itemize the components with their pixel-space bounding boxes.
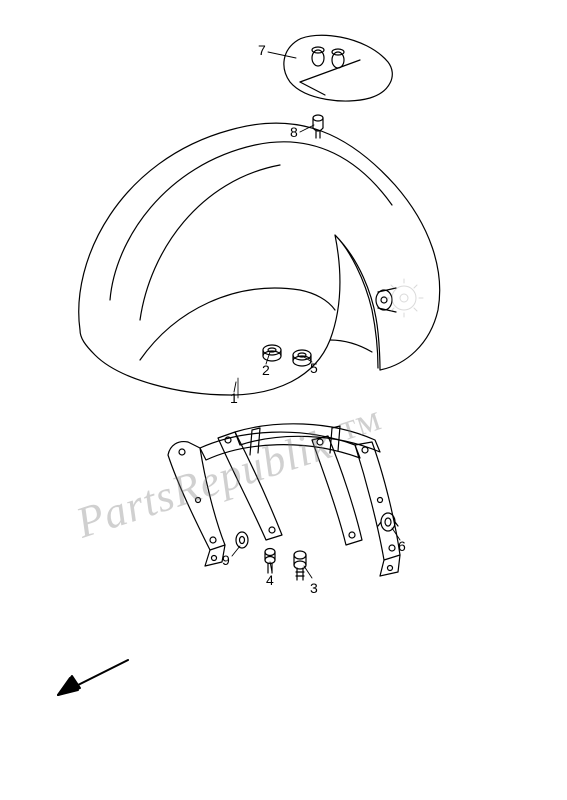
gear-watermark-icon — [385, 279, 423, 317]
part-7-plate — [284, 35, 392, 101]
brace-assembly — [168, 424, 400, 576]
part-1-fender — [79, 123, 440, 395]
callout-3: 3 — [310, 580, 318, 596]
part-2-washer — [263, 345, 281, 361]
callout-8: 8 — [290, 124, 298, 140]
callout-7: 7 — [258, 42, 266, 58]
exploded-view-svg — [0, 0, 567, 800]
callout-4: 4 — [266, 572, 274, 588]
part-4-bolt — [265, 549, 275, 574]
part-3-bolt — [294, 551, 306, 580]
diagram-canvas: PartsRepublik ™ 1 2 3 4 5 6 7 8 9 — [0, 0, 567, 800]
part-5-washer — [293, 350, 311, 366]
part-8-screw — [313, 115, 323, 138]
callout-6: 6 — [398, 538, 406, 554]
part-9-plug — [236, 532, 248, 548]
callout-9: 9 — [222, 552, 230, 568]
callout-1: 1 — [230, 390, 238, 406]
direction-arrow — [58, 660, 128, 695]
callout-2: 2 — [262, 362, 270, 378]
callout-5: 5 — [310, 360, 318, 376]
